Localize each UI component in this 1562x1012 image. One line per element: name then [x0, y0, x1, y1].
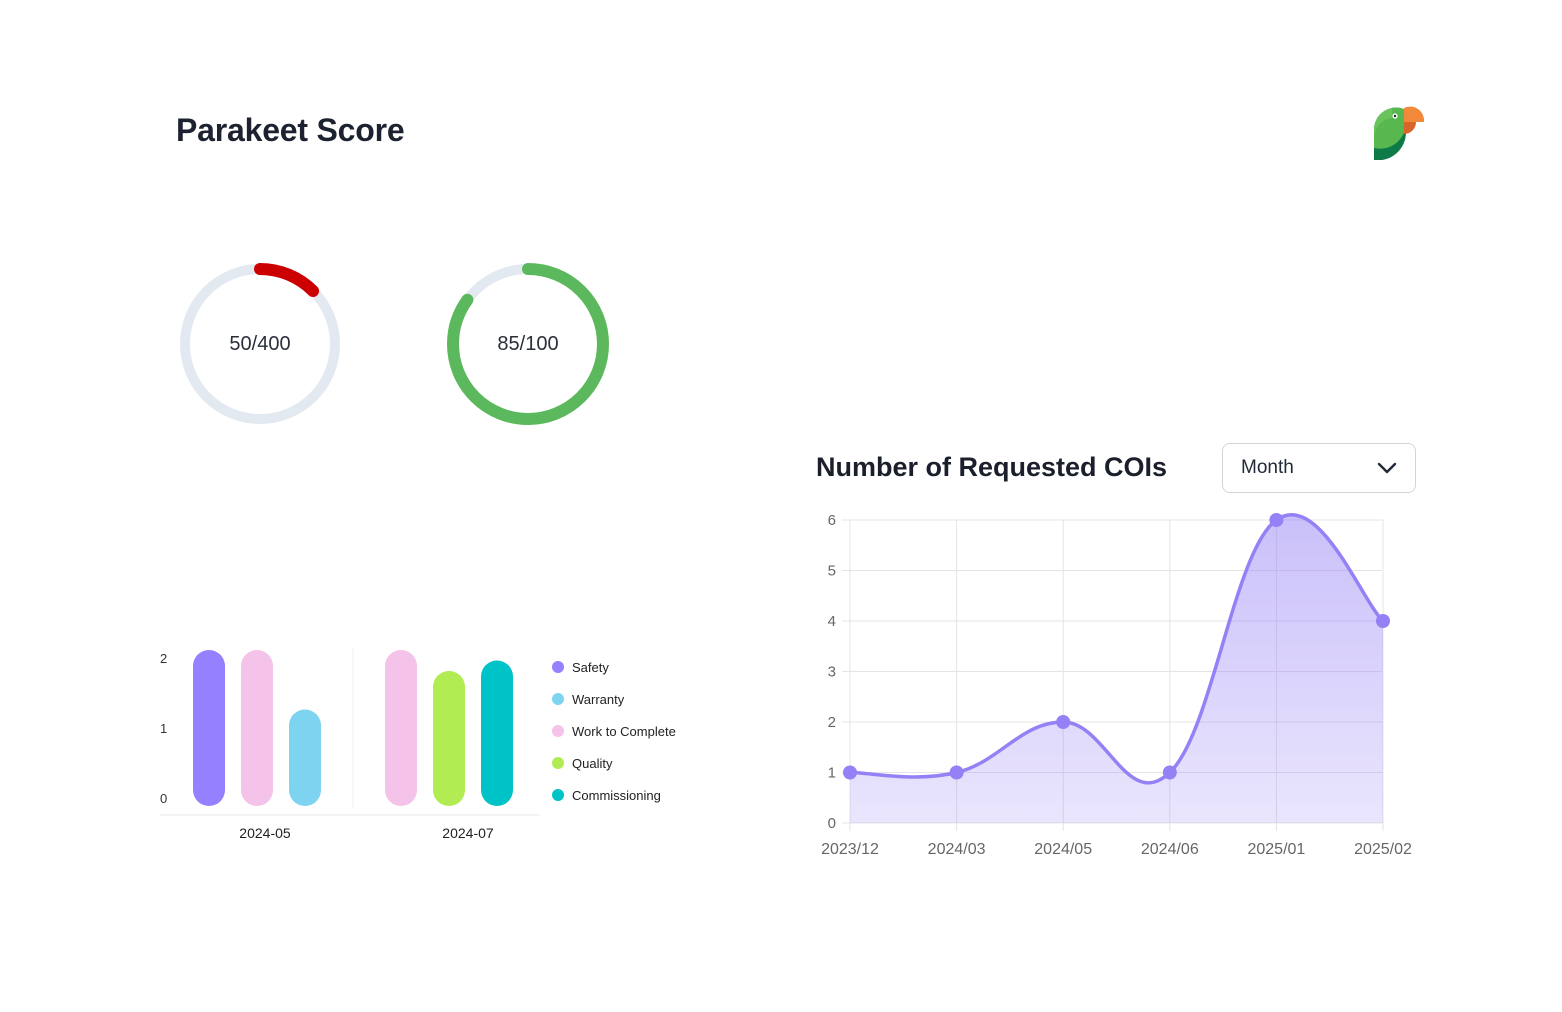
y-tick-label: 1 [828, 765, 836, 782]
data-point [1376, 614, 1390, 628]
period-select-value: Month [1241, 457, 1294, 478]
legend-label: Work to Complete [572, 724, 676, 739]
bar-category-label: 2024-05 [239, 825, 291, 841]
gauge-progress-arc [179, 263, 341, 425]
data-point [1056, 715, 1071, 729]
y-tick-label: 0 [828, 815, 836, 832]
legend-label: Quality [572, 756, 613, 771]
bar-safety [193, 650, 225, 806]
legend-label: Warranty [572, 692, 625, 707]
period-select[interactable]: Month [1222, 443, 1416, 493]
score-gauge-safety: 50/400 [176, 260, 344, 428]
x-tick-label: 2024/03 [928, 841, 986, 858]
data-point [949, 765, 964, 780]
requested-cois-line-chart: 0 1 2 3 4 5 6 2023/12 2024/03 2024/05 2024/06 2025/… [821, 512, 1412, 858]
bar-warranty [289, 709, 321, 806]
bar-category-label: 2024-07 [442, 825, 494, 841]
x-tick-label: 2025/02 [1354, 841, 1412, 858]
legend-label: Safety [572, 660, 609, 675]
legend-swatch [552, 661, 564, 673]
gauge-progress-arc [447, 263, 609, 425]
gauge-score-text: 85/100 [497, 332, 559, 355]
bar-work-to-complete [241, 650, 273, 806]
legend-label: Commissioning [572, 788, 661, 803]
data-point [843, 765, 857, 780]
x-tick-label: 2024/06 [1141, 841, 1199, 858]
legend-swatch [552, 725, 564, 737]
parakeet-logo-icon [1373, 106, 1424, 160]
y-tick-label: 2 [828, 714, 836, 731]
y-tick-label: 4 [828, 613, 836, 630]
chevron-down-icon [1377, 462, 1397, 474]
legend-swatch [552, 789, 564, 801]
gauge-score-text: 50/400 [229, 332, 291, 355]
y-tick-label: 5 [828, 563, 836, 580]
area-fill [850, 514, 1383, 823]
bar-work-to-complete [385, 650, 417, 806]
legend-swatch [552, 757, 564, 769]
category-bar-chart: 0 1 2 2024-05 2024-07 Safety Warranty Work to C… [160, 648, 676, 841]
line-chart-title: Number of Requested COIs [816, 452, 1168, 482]
bar-y-tick-label: 2 [160, 651, 167, 666]
x-tick-label: 2024/05 [1034, 841, 1092, 858]
data-point [1162, 765, 1177, 780]
data-point [1269, 513, 1284, 527]
y-tick-label: 6 [828, 512, 836, 529]
score-gauge-overall: 85/100 [444, 260, 612, 428]
bar-quality [433, 671, 465, 806]
bar-y-tick-label: 0 [160, 791, 167, 806]
x-tick-label: 2023/12 [821, 841, 879, 858]
page-title: Parakeet Score [176, 112, 405, 148]
y-tick-label: 3 [828, 664, 836, 681]
x-tick-label: 2025/01 [1247, 841, 1305, 858]
bar-y-tick-label: 1 [160, 721, 167, 736]
legend-swatch [552, 693, 564, 705]
bar-commissioning [481, 660, 513, 806]
